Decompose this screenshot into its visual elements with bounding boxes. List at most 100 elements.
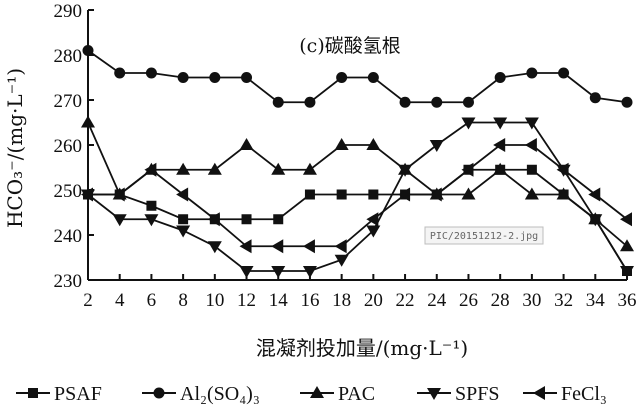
legend-marker xyxy=(153,387,165,399)
data-point-spfs xyxy=(524,117,539,130)
data-point-spfs xyxy=(271,266,286,278)
y-axis-title: HCO₃⁻/(mg·L⁻¹) xyxy=(3,68,27,228)
data-point-spfs xyxy=(461,117,476,130)
legend-label: SPFS xyxy=(455,383,500,405)
data-point-pac xyxy=(556,187,571,200)
watermark-text: PIC/20151212-2.jpg xyxy=(430,231,538,242)
data-point-pac xyxy=(271,162,286,175)
x-tick-label: 14 xyxy=(269,290,289,311)
legend-marker xyxy=(28,388,38,398)
x-tick-label: 26 xyxy=(459,290,478,311)
x-tick-label: 30 xyxy=(522,290,541,311)
data-point-fecl xyxy=(429,187,442,202)
data-point-fecl xyxy=(493,138,506,152)
series-pac xyxy=(81,115,634,252)
data-point-spfs xyxy=(429,140,444,152)
data-point-fecl xyxy=(524,138,537,152)
data-point-spfs xyxy=(112,214,127,227)
x-tick-label: 18 xyxy=(332,290,351,311)
data-point-spfs xyxy=(176,225,191,238)
data-point-also xyxy=(621,96,633,108)
data-point-pac xyxy=(239,138,254,150)
series-line-spfs xyxy=(87,121,628,272)
series-line-pac xyxy=(87,122,628,247)
data-point-fecl xyxy=(334,239,347,254)
series-fecl xyxy=(81,138,632,254)
legend: PSAF Al₂(SO₄)₃ PAC SPFS FeCl₃ xyxy=(16,383,607,405)
data-point-also xyxy=(82,45,94,56)
x-tick-label: 2 xyxy=(83,290,93,311)
data-point-pac xyxy=(524,187,539,200)
data-point-pac xyxy=(176,162,191,175)
x-tick-label: 10 xyxy=(205,290,224,311)
data-point-fecl xyxy=(271,239,284,254)
data-point-spfs xyxy=(239,266,254,278)
data-point-pac xyxy=(493,162,508,175)
data-point-psaf xyxy=(241,214,252,225)
legend-marker xyxy=(310,386,324,398)
x-tick-label: 32 xyxy=(554,290,573,311)
data-point-pac xyxy=(302,162,317,175)
data-point-also xyxy=(462,96,474,108)
data-point-spfs xyxy=(493,117,508,130)
x-tick-label: 8 xyxy=(178,290,188,311)
data-point-spfs xyxy=(620,266,634,278)
x-tick-label: 34 xyxy=(586,290,606,311)
legend-item-fecl: FeCl₃ xyxy=(523,383,607,405)
data-point-fecl xyxy=(588,187,601,202)
legend-label: PSAF xyxy=(54,383,102,405)
series-layer xyxy=(81,45,634,278)
data-point-psaf xyxy=(368,189,379,200)
data-point-also xyxy=(177,72,189,83)
data-point-psaf xyxy=(273,214,284,225)
x-tick-label: 4 xyxy=(115,290,125,311)
y-tick-label: 260 xyxy=(54,136,83,157)
legend-item-spfs: SPFS xyxy=(417,383,500,405)
legend-label: FeCl₃ xyxy=(561,383,607,405)
data-point-also xyxy=(431,96,443,108)
y-tick-label: 290 xyxy=(54,1,83,22)
y-tick-label: 270 xyxy=(54,91,83,112)
x-tick-label: 6 xyxy=(147,290,157,311)
legend-item-also: Al₂(SO₄)₃ xyxy=(142,383,260,405)
x-tick-label: 12 xyxy=(237,290,256,311)
data-point-pac xyxy=(81,115,95,128)
legend-label: Al₂(SO₄)₃ xyxy=(180,383,260,405)
x-tick-label: 22 xyxy=(396,290,415,311)
data-point-also xyxy=(526,67,538,79)
data-point-also xyxy=(558,67,570,79)
data-point-spfs xyxy=(207,241,222,254)
data-point-also xyxy=(399,96,411,108)
y-tick-label: 250 xyxy=(54,181,83,202)
data-point-spfs xyxy=(302,266,317,278)
data-point-psaf xyxy=(146,200,157,211)
legend-marker xyxy=(533,386,545,400)
series-spfs xyxy=(81,117,634,278)
legend-item-psaf: PSAF xyxy=(16,383,102,405)
data-point-fecl xyxy=(81,187,93,202)
data-point-fecl xyxy=(620,212,632,227)
y-tick-label: 280 xyxy=(54,46,83,67)
data-point-pac xyxy=(366,138,381,150)
data-point-pac xyxy=(620,239,634,252)
y-tick-label: 230 xyxy=(54,271,83,292)
watermark: PIC/20151212-2.jpg xyxy=(424,226,544,245)
data-point-spfs xyxy=(588,214,603,227)
data-point-fecl xyxy=(207,212,220,227)
data-point-also xyxy=(336,72,348,83)
data-point-fecl xyxy=(302,239,315,254)
x-tick-label: 24 xyxy=(427,290,447,311)
data-point-fecl xyxy=(398,187,411,202)
data-point-spfs xyxy=(334,254,349,267)
data-point-psaf xyxy=(526,164,537,175)
x-tick-label: 20 xyxy=(364,290,383,311)
legend-label: PAC xyxy=(338,383,375,405)
data-point-spfs xyxy=(144,214,159,227)
data-point-also xyxy=(145,67,157,79)
data-point-pac xyxy=(461,187,476,200)
data-point-also xyxy=(304,96,316,108)
data-point-also xyxy=(367,72,379,83)
data-point-fecl xyxy=(556,162,569,177)
